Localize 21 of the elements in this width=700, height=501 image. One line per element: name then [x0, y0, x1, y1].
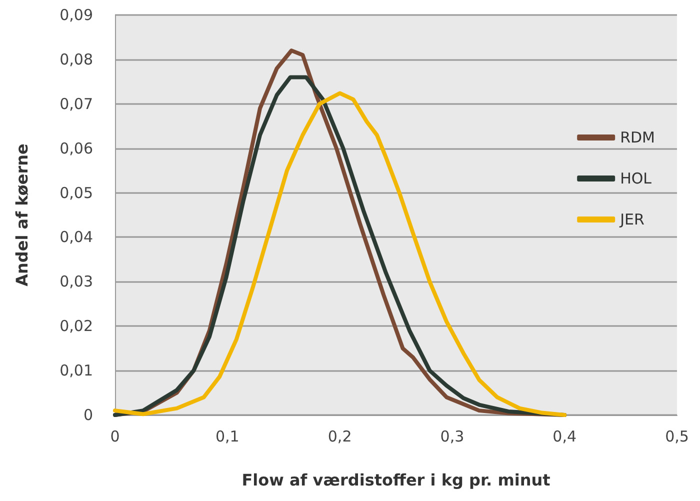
- x-tick-label: 0,4: [552, 428, 577, 446]
- legend-label: JER: [619, 210, 644, 228]
- y-tick-label: 0,03: [60, 272, 93, 291]
- x-tick-label: 0,1: [215, 428, 240, 446]
- y-tick-label: 0,02: [60, 317, 93, 336]
- y-tick-label: 0,05: [60, 184, 93, 202]
- y-tick-label: 0: [83, 406, 93, 424]
- x-axis-title: Flow af værdistoffer i kg pr. minut: [242, 470, 551, 490]
- x-tick-label: 0: [110, 428, 120, 446]
- y-tick-label: 0,08: [60, 50, 93, 68]
- y-axis-title: Andel af køerne: [12, 143, 32, 286]
- y-tick-label: 0,09: [60, 6, 93, 24]
- y-tick-label: 0,01: [60, 362, 93, 380]
- y-tick-label: 0,07: [60, 94, 93, 113]
- y-tick-label: 0,04: [60, 228, 93, 246]
- x-tick-label: 0,3: [440, 428, 464, 446]
- legend-label: RDM: [620, 128, 656, 146]
- x-tick-label: 0,2: [328, 428, 352, 446]
- x-tick-label: 0,5: [665, 428, 689, 446]
- legend-label: HOL: [620, 170, 652, 188]
- y-tick-label: 0,06: [60, 139, 93, 158]
